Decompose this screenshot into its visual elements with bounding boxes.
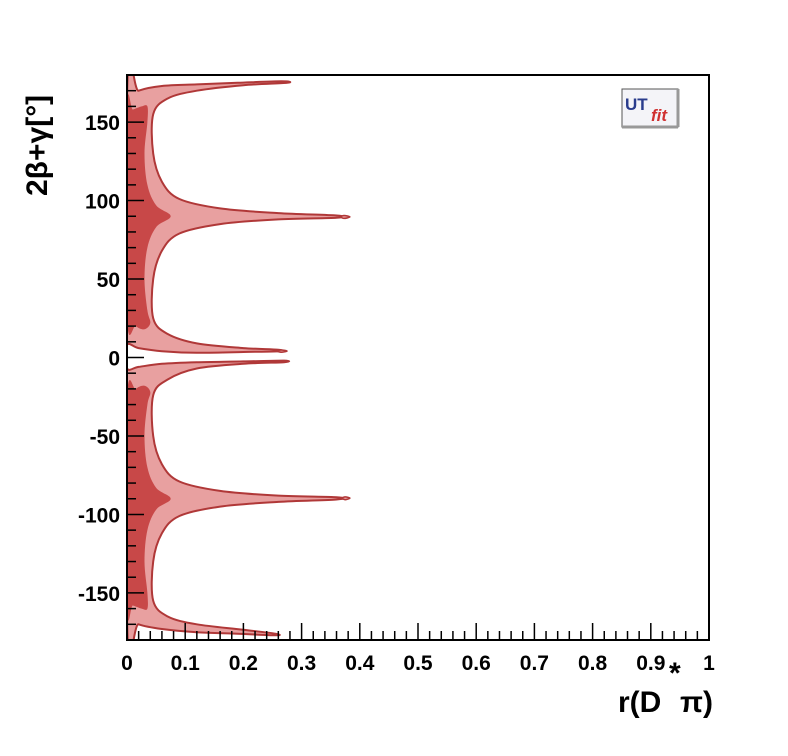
contour-island	[340, 214, 351, 220]
x-tick-label: 0.9	[636, 652, 665, 675]
x-tick-label: 0.4	[345, 652, 375, 675]
y-axis-title: 2β+γ[°]	[21, 95, 54, 196]
x-tick-label: 0.3	[287, 652, 316, 675]
x-tick-label: 1	[703, 652, 715, 675]
y-tick-label: -150	[78, 583, 120, 606]
y-tick-labels: 150 100 50 0 -50 -100 -150	[78, 112, 120, 606]
x-tick-label: 0.5	[403, 652, 433, 675]
utfit-logo: UT fit	[621, 88, 680, 129]
x-tick-label: 0.7	[520, 652, 549, 675]
x-axis-title-tail: π)	[680, 686, 713, 719]
y-tick-label: 0	[108, 348, 120, 371]
x-tick-label: 0.8	[578, 652, 608, 675]
outer-contour-region	[127, 75, 345, 640]
y-tick-label: -50	[90, 426, 120, 449]
x-tick-label: 0.6	[462, 652, 491, 675]
x-tick-label: 0.2	[229, 652, 258, 675]
contour-regions	[127, 75, 351, 640]
x-tick-labels: 0 0.1 0.2 0.3 0.4 0.5 0.6 0.7 0.8 0.9 1	[121, 652, 715, 675]
x-axis-title-star: *	[669, 657, 681, 690]
inner-contour-region-lower	[127, 380, 171, 621]
x-axis-title-main: r(D	[618, 686, 661, 719]
contour-island	[341, 496, 351, 501]
axis-ticks	[126, 89, 710, 640]
x-axis-title: r(D * π)	[618, 657, 713, 719]
y-tick-label: 50	[97, 269, 120, 292]
y-tick-label: 150	[85, 112, 120, 135]
logo-fit-text: fit	[651, 106, 668, 125]
y-tick-label: -100	[78, 504, 120, 527]
y-tick-label: 100	[85, 191, 120, 214]
inner-contour-region-upper	[127, 94, 171, 335]
x-tick-label: 0.1	[171, 652, 201, 675]
logo-box	[621, 88, 679, 128]
logo-ut-text: UT	[625, 95, 648, 114]
plot-frame	[126, 74, 710, 641]
contour-island	[276, 349, 288, 353]
x-tick-label: 0	[121, 652, 133, 675]
